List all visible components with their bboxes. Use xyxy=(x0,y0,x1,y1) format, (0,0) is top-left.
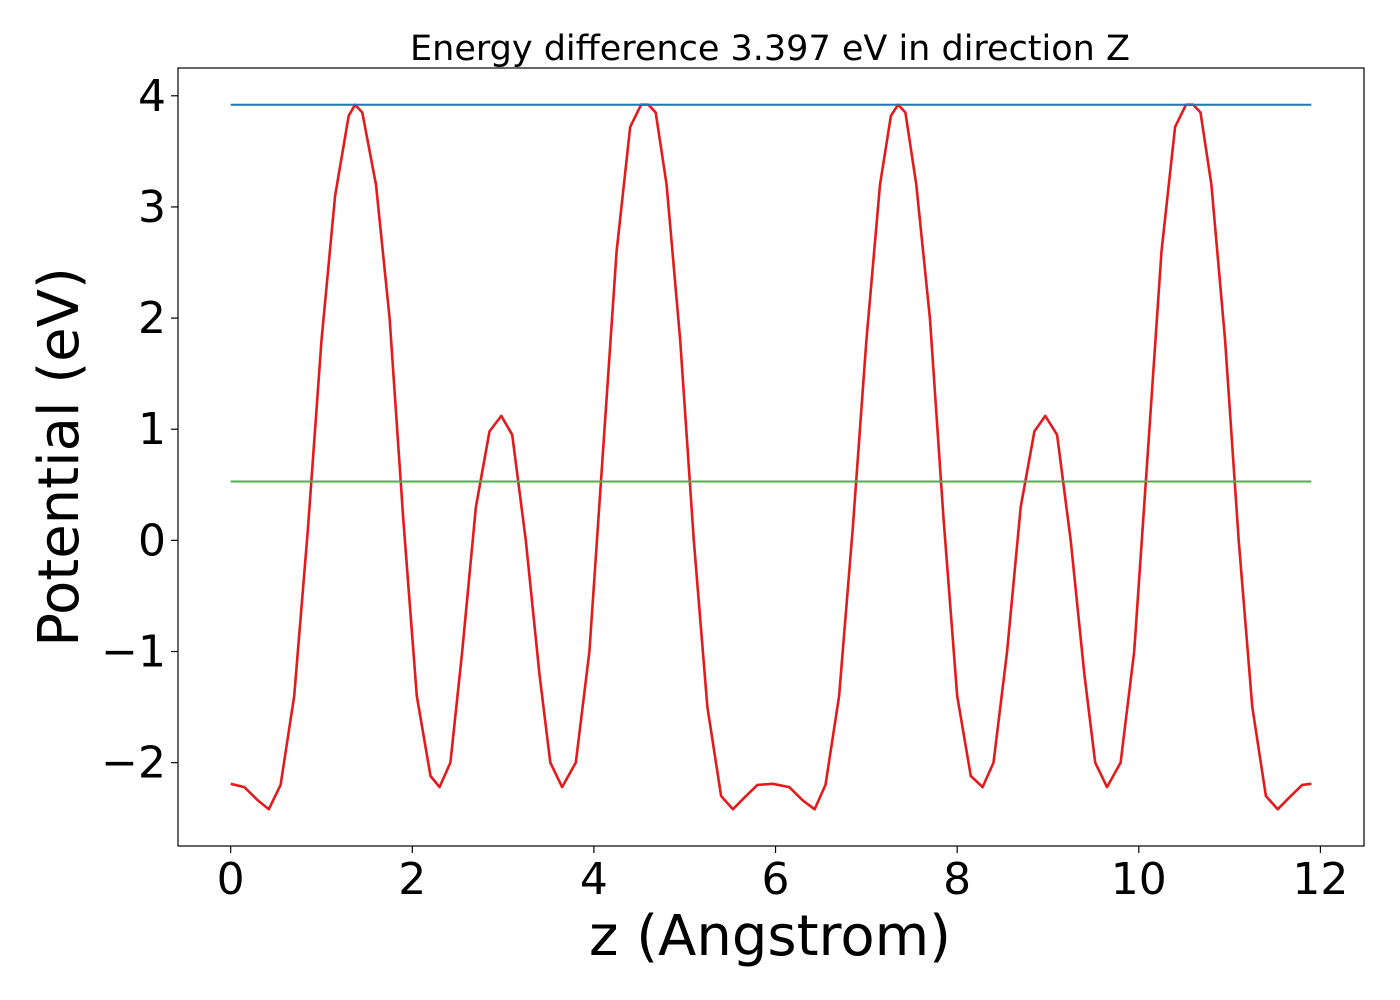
y-tick-label: −1 xyxy=(101,627,166,678)
y-tick-label: 0 xyxy=(138,515,166,566)
chart-title: Energy difference 3.397 eV in direction … xyxy=(410,29,1130,69)
x-axis-ticks: 0 2 4 6 8 10 12 xyxy=(217,846,1348,905)
y-tick-label: −2 xyxy=(101,738,166,789)
series-line-0 xyxy=(230,103,1312,811)
y-tick-label: 1 xyxy=(138,404,166,455)
y-tick-label: 3 xyxy=(138,182,166,233)
x-tick-label: 0 xyxy=(217,854,245,905)
x-tick-label: 6 xyxy=(762,854,790,905)
y-tick-label: 2 xyxy=(138,293,166,344)
y-tick-label: 4 xyxy=(138,71,166,122)
series-layer xyxy=(230,103,1312,811)
x-tick-label: 10 xyxy=(1111,854,1167,905)
x-axis-label: z (Angstrom) xyxy=(589,904,951,969)
x-tick-label: 8 xyxy=(943,854,971,905)
x-tick-label: 2 xyxy=(398,854,426,905)
x-tick-label: 4 xyxy=(580,854,608,905)
y-axis-ticks: −2 −1 0 1 2 3 4 xyxy=(101,71,178,789)
y-axis-label: Potential (eV) xyxy=(27,267,92,647)
plot-frame xyxy=(177,67,1365,847)
x-tick-label: 12 xyxy=(1292,854,1348,905)
